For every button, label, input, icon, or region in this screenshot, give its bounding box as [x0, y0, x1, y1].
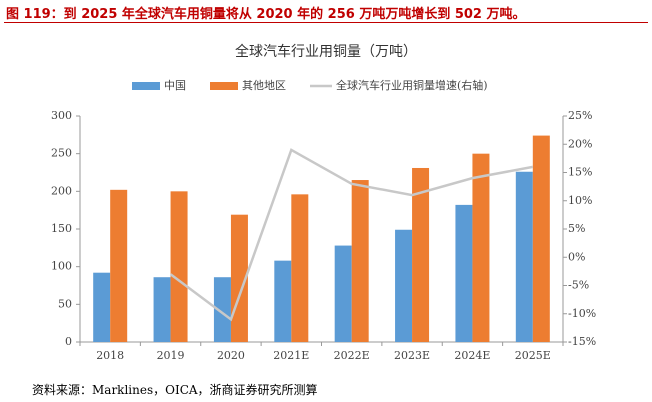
- x-tick-label: 2023E: [394, 349, 430, 362]
- x-tick-label: 2020: [217, 349, 245, 362]
- bar: [93, 272, 111, 342]
- x-tick-label: 2018: [96, 349, 124, 362]
- bar: [213, 277, 231, 342]
- y-tick-label: 250: [51, 147, 72, 160]
- bar: [532, 135, 550, 342]
- chart-title: 全球汽车行业用铜量（万吨）: [235, 43, 417, 60]
- y-tick-label: 300: [51, 109, 72, 122]
- bar: [472, 153, 490, 342]
- x-tick-label: 2019: [157, 349, 185, 362]
- y2-tick-label: 10%: [568, 194, 592, 207]
- source-note: 资料来源：Marklines，OICA，浙商证券研究所测算: [32, 383, 318, 397]
- y-tick-label: 50: [58, 297, 72, 310]
- y2-tick-label: 0%: [568, 250, 585, 263]
- y2-tick-label: -15%: [568, 335, 596, 348]
- y-tick-label: 100: [51, 260, 72, 273]
- y-tick-label: 150: [51, 222, 72, 235]
- bar: [351, 180, 369, 342]
- bar: [153, 277, 171, 342]
- x-tick-label: 2024E: [454, 349, 490, 362]
- x-tick-label: 2025E: [515, 349, 551, 362]
- figure-caption: 图 119：到 2025 年全球汽车用铜量将从 2020 年的 256 万吨万吨…: [6, 7, 526, 22]
- x-tick-label: 2021E: [273, 349, 309, 362]
- y2-tick-label: 5%: [568, 222, 585, 235]
- bar: [274, 260, 292, 342]
- bar: [515, 171, 533, 342]
- y2-tick-label: -10%: [568, 307, 596, 320]
- legend-label: 其他地区: [242, 79, 286, 92]
- line-series: [169, 148, 534, 322]
- bar: [110, 189, 128, 342]
- y-tick-label: 200: [51, 184, 72, 197]
- caption-rule: [4, 22, 648, 23]
- y2-tick-label: 25%: [568, 109, 592, 122]
- x-tick-label: 2022E: [334, 349, 370, 362]
- bar: [395, 229, 413, 342]
- y2-tick-label: -5%: [568, 279, 589, 292]
- y-tick-label: 0: [65, 335, 72, 348]
- bar: [412, 167, 430, 342]
- legend-label: 中国: [164, 79, 186, 92]
- legend-label: 全球汽车行业用铜量增速(右轴): [336, 78, 488, 92]
- legend-swatch: [132, 82, 160, 90]
- y2-tick-label: 20%: [568, 137, 592, 150]
- bar: [291, 194, 309, 342]
- bar: [334, 245, 352, 342]
- legend-swatch: [210, 82, 238, 90]
- y2-tick-label: 15%: [568, 166, 592, 179]
- bar: [170, 191, 188, 342]
- bar: [455, 204, 473, 342]
